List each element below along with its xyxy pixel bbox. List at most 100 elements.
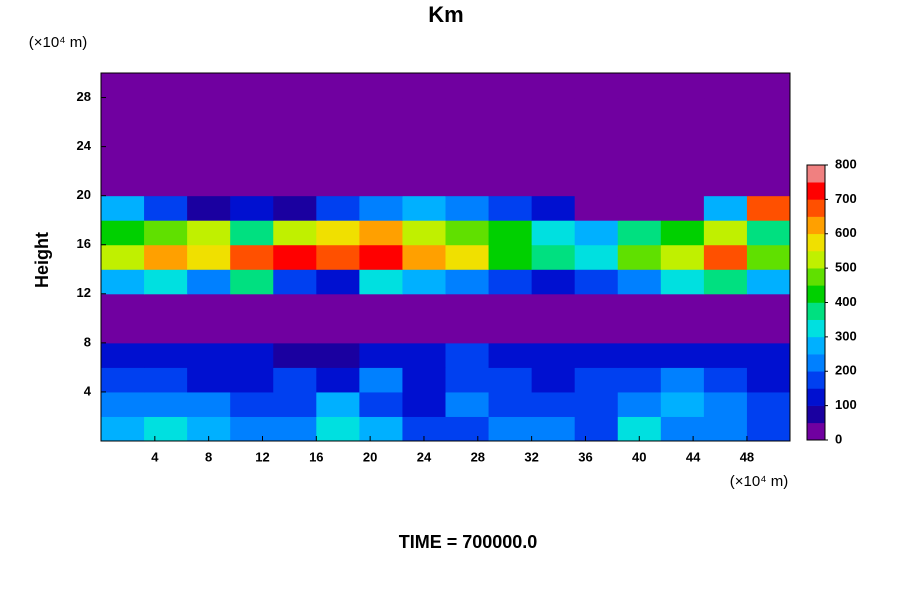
- colorbar-swatch: [807, 250, 825, 269]
- cell: [101, 220, 145, 246]
- cell: [316, 391, 360, 417]
- cell: [359, 220, 403, 246]
- cell: [660, 73, 705, 99]
- colorbar-swatch: [807, 165, 825, 183]
- x-tick-label: 24: [417, 449, 432, 464]
- cell: [359, 269, 403, 295]
- cell: [101, 195, 145, 221]
- cell: [488, 220, 533, 246]
- cell: [746, 367, 791, 393]
- colorbar-swatch: [807, 422, 825, 441]
- cell: [187, 318, 231, 344]
- colorbar-swatch: [807, 216, 825, 235]
- cell: [316, 195, 360, 221]
- cell: [531, 293, 576, 319]
- cell: [660, 391, 705, 417]
- cell: [746, 73, 791, 99]
- cell: [445, 146, 490, 172]
- cell: [574, 244, 619, 270]
- cell: [359, 416, 403, 442]
- cell: [402, 391, 446, 417]
- cell: [101, 367, 145, 393]
- colorbar-tick-label: 400: [835, 294, 857, 309]
- cell: [617, 293, 662, 319]
- cell: [144, 342, 188, 368]
- cell: [488, 171, 533, 197]
- cell: [703, 146, 748, 172]
- cell: [144, 220, 188, 246]
- cell: [230, 269, 274, 295]
- colorbar-swatch: [807, 199, 825, 217]
- cell: [445, 318, 490, 344]
- cell: [359, 318, 403, 344]
- cell: [273, 171, 317, 197]
- cell: [101, 342, 145, 368]
- cell: [273, 244, 317, 270]
- cell: [488, 367, 533, 393]
- x-tick-label: 48: [740, 449, 754, 464]
- x-tick-label: 40: [632, 449, 646, 464]
- cell: [574, 97, 619, 123]
- cell: [746, 171, 791, 197]
- cell: [488, 244, 533, 270]
- cell: [273, 220, 317, 246]
- cell: [617, 220, 662, 246]
- cell: [316, 269, 360, 295]
- cell: [144, 391, 188, 417]
- cell: [273, 195, 317, 221]
- cell: [402, 122, 446, 148]
- colorbar-swatch: [807, 233, 825, 252]
- cell: [402, 318, 446, 344]
- plot-frame: [100, 72, 791, 442]
- cell: [445, 244, 490, 270]
- cell: [230, 293, 274, 319]
- colorbar-tick-label: 200: [835, 363, 857, 378]
- cell: [746, 195, 791, 221]
- x-tick-label: 8: [205, 449, 212, 464]
- cell: [488, 416, 533, 442]
- cell: [402, 97, 446, 123]
- y-tick-label: 4: [84, 383, 92, 398]
- cell: [574, 122, 619, 148]
- cell: [316, 416, 360, 442]
- cell: [187, 97, 231, 123]
- x-tick-label: 20: [363, 449, 377, 464]
- cell: [359, 146, 403, 172]
- cell: [230, 146, 274, 172]
- cell: [230, 367, 274, 393]
- cell: [746, 416, 791, 442]
- cell: [359, 171, 403, 197]
- cell: [445, 391, 490, 417]
- cell: [445, 171, 490, 197]
- cell: [144, 171, 188, 197]
- cell: [316, 122, 360, 148]
- y-tick-label: 28: [77, 89, 91, 104]
- cell: [359, 73, 403, 99]
- colorbar-tick-label: 0: [835, 431, 842, 446]
- cell: [359, 293, 403, 319]
- cell: [230, 416, 274, 442]
- cell: [445, 122, 490, 148]
- cell: [617, 342, 662, 368]
- y-unit: (×10⁴ m): [29, 34, 88, 51]
- cell: [746, 391, 791, 417]
- cell: [230, 220, 274, 246]
- cell: [703, 367, 748, 393]
- cell: [144, 269, 188, 295]
- cell: [531, 342, 576, 368]
- cell: [746, 146, 791, 172]
- chart-title: Km: [428, 2, 463, 27]
- colorbar-tick-label: 800: [835, 156, 857, 171]
- cell: [316, 97, 360, 123]
- cell: [230, 122, 274, 148]
- cell: [316, 220, 360, 246]
- colorbar-swatch: [807, 371, 825, 389]
- cell: [187, 220, 231, 246]
- cell: [187, 269, 231, 295]
- cell: [230, 391, 274, 417]
- cell: [144, 195, 188, 221]
- cell: [488, 269, 533, 295]
- cell: [488, 73, 533, 99]
- cell: [316, 367, 360, 393]
- cell: [402, 269, 446, 295]
